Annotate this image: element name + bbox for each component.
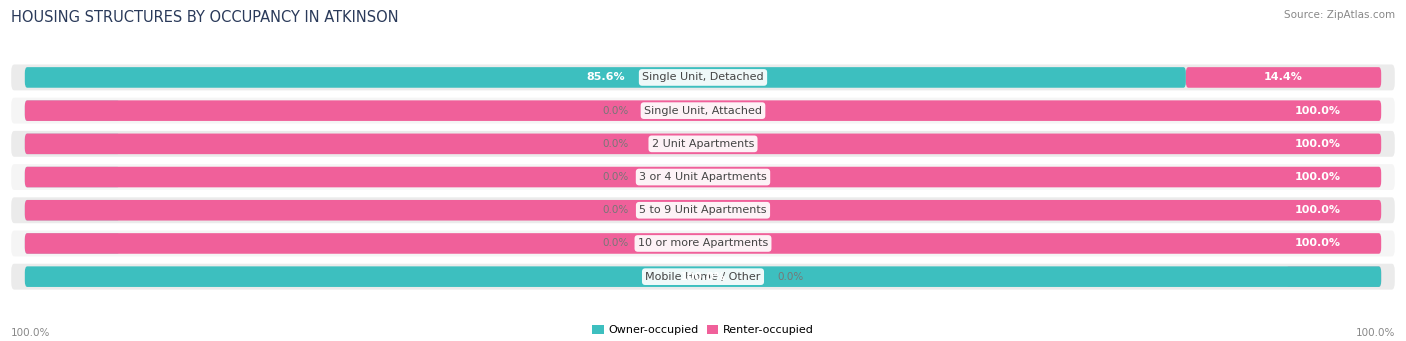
Text: 100.0%: 100.0% bbox=[681, 272, 725, 282]
Text: 0.0%: 0.0% bbox=[602, 238, 628, 249]
Text: 100.0%: 100.0% bbox=[1295, 139, 1340, 149]
Text: Single Unit, Attached: Single Unit, Attached bbox=[644, 106, 762, 116]
Text: 5 to 9 Unit Apartments: 5 to 9 Unit Apartments bbox=[640, 205, 766, 215]
Text: 100.0%: 100.0% bbox=[1295, 172, 1340, 182]
FancyBboxPatch shape bbox=[11, 197, 1395, 223]
FancyBboxPatch shape bbox=[11, 131, 1395, 157]
Text: 100.0%: 100.0% bbox=[1295, 205, 1340, 215]
Text: 0.0%: 0.0% bbox=[602, 106, 628, 116]
FancyBboxPatch shape bbox=[25, 100, 1381, 121]
FancyBboxPatch shape bbox=[25, 100, 120, 121]
FancyBboxPatch shape bbox=[25, 167, 120, 187]
Text: 2 Unit Apartments: 2 Unit Apartments bbox=[652, 139, 754, 149]
Text: 14.4%: 14.4% bbox=[1264, 72, 1303, 83]
Text: 0.0%: 0.0% bbox=[778, 272, 804, 282]
Text: 0.0%: 0.0% bbox=[602, 139, 628, 149]
FancyBboxPatch shape bbox=[25, 134, 1381, 154]
FancyBboxPatch shape bbox=[11, 264, 1395, 290]
Legend: Owner-occupied, Renter-occupied: Owner-occupied, Renter-occupied bbox=[592, 325, 814, 336]
FancyBboxPatch shape bbox=[11, 164, 1395, 190]
FancyBboxPatch shape bbox=[11, 98, 1395, 123]
Text: Mobile Home / Other: Mobile Home / Other bbox=[645, 272, 761, 282]
FancyBboxPatch shape bbox=[25, 233, 1381, 254]
Text: 100.0%: 100.0% bbox=[11, 328, 51, 338]
FancyBboxPatch shape bbox=[11, 231, 1395, 256]
Text: 100.0%: 100.0% bbox=[1295, 106, 1340, 116]
FancyBboxPatch shape bbox=[25, 67, 1185, 88]
FancyBboxPatch shape bbox=[25, 134, 120, 154]
FancyBboxPatch shape bbox=[11, 64, 1395, 90]
FancyBboxPatch shape bbox=[25, 200, 120, 221]
FancyBboxPatch shape bbox=[1286, 266, 1381, 287]
FancyBboxPatch shape bbox=[25, 167, 1381, 187]
Text: 0.0%: 0.0% bbox=[602, 205, 628, 215]
Text: 0.0%: 0.0% bbox=[602, 172, 628, 182]
Text: Single Unit, Detached: Single Unit, Detached bbox=[643, 72, 763, 83]
Text: 85.6%: 85.6% bbox=[586, 72, 624, 83]
FancyBboxPatch shape bbox=[25, 266, 1381, 287]
Text: HOUSING STRUCTURES BY OCCUPANCY IN ATKINSON: HOUSING STRUCTURES BY OCCUPANCY IN ATKIN… bbox=[11, 10, 399, 25]
Text: Source: ZipAtlas.com: Source: ZipAtlas.com bbox=[1284, 10, 1395, 20]
Text: 10 or more Apartments: 10 or more Apartments bbox=[638, 238, 768, 249]
FancyBboxPatch shape bbox=[25, 200, 1381, 221]
Text: 100.0%: 100.0% bbox=[1295, 238, 1340, 249]
Text: 100.0%: 100.0% bbox=[1355, 328, 1395, 338]
FancyBboxPatch shape bbox=[1185, 67, 1381, 88]
Text: 3 or 4 Unit Apartments: 3 or 4 Unit Apartments bbox=[640, 172, 766, 182]
FancyBboxPatch shape bbox=[25, 233, 120, 254]
